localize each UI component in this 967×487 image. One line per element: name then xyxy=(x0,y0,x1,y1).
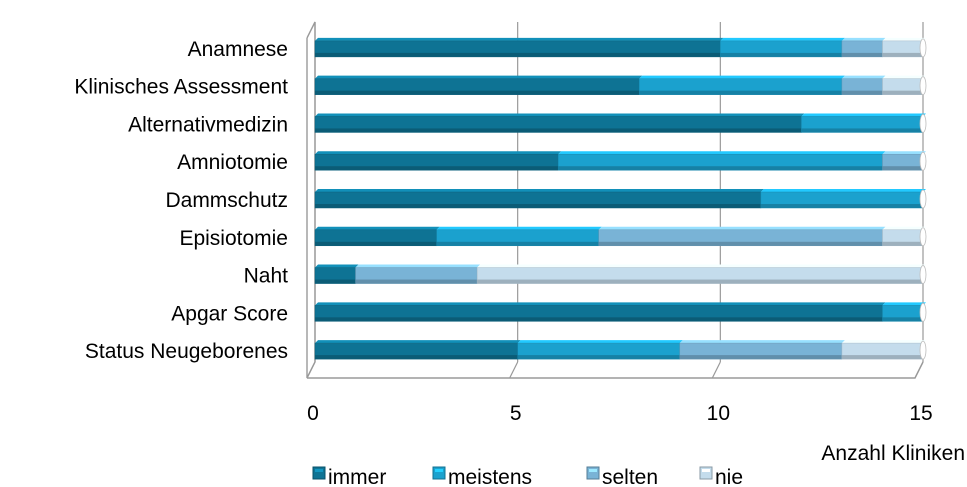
bar-3-immer xyxy=(314,151,562,171)
bar-5-selten xyxy=(598,226,886,247)
bar-end-cap-7 xyxy=(919,302,927,322)
gridline-floor-3 xyxy=(914,361,924,379)
gridline-floor-0 xyxy=(306,361,316,379)
bar-3-meistens xyxy=(557,151,886,171)
legend-swatch xyxy=(586,466,600,480)
bar-2-immer xyxy=(314,113,805,133)
bar-0-immer xyxy=(314,37,724,58)
bar-0-meistens xyxy=(720,37,845,58)
legend-label: nie xyxy=(715,466,743,487)
legend-label: immer xyxy=(328,466,386,487)
gridline-floor-2 xyxy=(711,361,721,379)
gridline-floor-1 xyxy=(509,361,519,379)
bar-4-meistens xyxy=(760,189,926,209)
bar-1-immer xyxy=(314,75,643,95)
bar-1-nie xyxy=(882,75,926,95)
legend-label: meistens xyxy=(448,466,532,487)
category-label: Status Neugeborenes xyxy=(85,340,288,363)
bar-1-selten xyxy=(841,75,886,95)
bar-6-selten xyxy=(355,264,481,284)
floor xyxy=(307,361,924,379)
tick-labels: 0 5 10 15 xyxy=(307,402,933,425)
bar-end-cap-2 xyxy=(919,114,927,133)
bar-8-selten xyxy=(679,340,845,360)
bars xyxy=(314,37,927,360)
legend-item-nie: nie xyxy=(699,466,743,487)
bar-7-meistens xyxy=(882,302,926,322)
bar-end-cap-6 xyxy=(919,265,927,284)
bar-end-cap-0 xyxy=(919,38,927,58)
bar-4-immer xyxy=(314,189,764,209)
x-axis-title: Anzahl Kliniken xyxy=(821,442,965,465)
legend-item-meistens: meistens xyxy=(432,466,532,487)
bar-5-nie xyxy=(882,226,926,247)
bar-0-selten xyxy=(841,37,886,58)
bar-6-nie xyxy=(476,264,926,284)
legend-swatch xyxy=(312,466,326,480)
bar-end-cap-5 xyxy=(919,227,927,247)
bar-end-cap-3 xyxy=(919,151,927,171)
category-label: Apgar Score xyxy=(171,302,288,325)
category-labels: Anamnese Klinisches Assessment Alternativm… xyxy=(74,38,288,363)
category-label: Alternativmedizin xyxy=(128,113,288,136)
bar-8-meistens xyxy=(517,340,683,360)
bar-8-immer xyxy=(314,340,521,360)
bar-end-cap-8 xyxy=(919,340,927,360)
legend: immer meistens selten nie xyxy=(312,466,743,487)
category-label: Klinisches Assessment xyxy=(74,76,288,99)
category-label: Dammschutz xyxy=(165,189,288,212)
bar-3-selten xyxy=(882,151,926,171)
bar-6-immer xyxy=(314,264,359,284)
bar-1-meistens xyxy=(639,75,845,95)
legend-item-selten: selten xyxy=(586,466,658,487)
category-label: Episiotomie xyxy=(179,227,288,250)
bar-8-nie xyxy=(841,340,926,360)
category-label: Anamnese xyxy=(188,38,288,61)
x-tick-label: 10 xyxy=(707,402,730,425)
category-label: Naht xyxy=(244,265,289,288)
legend-swatch xyxy=(432,466,446,480)
legend-label: selten xyxy=(602,466,658,487)
category-label: Amniotomie xyxy=(177,151,288,174)
x-tick-label: 15 xyxy=(909,402,932,425)
bar-5-meistens xyxy=(436,226,602,247)
left-wall xyxy=(306,21,316,379)
x-tick-label: 5 xyxy=(510,402,522,425)
bar-end-cap-4 xyxy=(919,189,927,209)
legend-swatch xyxy=(699,466,713,480)
bar-0-nie xyxy=(882,37,926,58)
x-tick-label: 0 xyxy=(307,402,319,425)
bar-7-immer xyxy=(314,302,886,322)
bar-end-cap-1 xyxy=(919,76,927,96)
bar-2-meistens xyxy=(801,113,926,133)
legend-item-immer: immer xyxy=(312,466,386,487)
bar-5-immer xyxy=(314,226,440,247)
